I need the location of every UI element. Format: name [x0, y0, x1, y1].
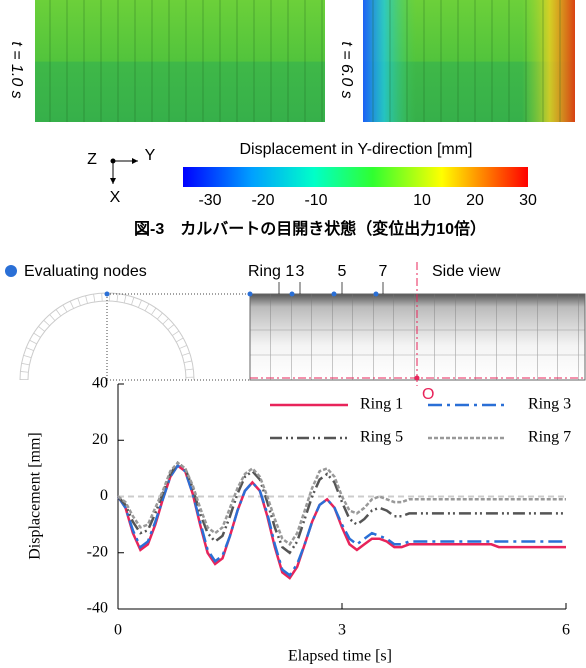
contour-seams: [363, 0, 575, 122]
arrow-head: [110, 178, 116, 184]
colorbar-gradient: [183, 167, 528, 187]
legend-label: Ring 1: [360, 396, 403, 413]
panel-label: t = 6.0 s: [338, 41, 355, 98]
legend-label: Ring 3: [528, 396, 571, 413]
x-tick-label: 3: [338, 622, 346, 639]
y-axis-label: Displacement [mm]: [27, 432, 44, 560]
colorbar-tick-label: 10: [413, 192, 431, 209]
arrow-head: [132, 158, 138, 164]
series-line: [118, 466, 566, 578]
caption: 図-3 カルバートの目開き状態（変位出力10倍）: [134, 219, 486, 238]
x-tick-label: 6: [562, 622, 570, 639]
colorbar: Displacement in Y-direction [mm] -30 -20 -…: [183, 141, 537, 209]
node: [374, 292, 379, 297]
axis-x: X: [110, 189, 121, 206]
x-axis-label: Elapsed time [s]: [288, 648, 392, 665]
colorbar-tick-label: 30: [519, 192, 537, 209]
y-tick-label: -20: [87, 543, 108, 560]
origin-label: O: [422, 386, 434, 403]
node-legend-marker: [5, 265, 17, 277]
node: [105, 292, 110, 297]
legend-label: Ring 7: [528, 429, 571, 446]
x-tick-label: 0: [114, 622, 122, 639]
node: [290, 292, 295, 297]
node: [248, 292, 253, 297]
ring-label: Ring 1: [248, 263, 294, 280]
ring-label: 7: [379, 263, 388, 280]
ring-label: 3: [296, 263, 305, 280]
legend-label: Ring 5: [360, 429, 403, 446]
axis-z: Z: [87, 151, 97, 168]
y-tick-label: 20: [92, 431, 108, 448]
y-tick-label: -40: [87, 600, 108, 617]
colorbar-tick-label: 20: [466, 192, 484, 209]
colorbar-tick-label: -10: [304, 192, 327, 209]
y-tick-label: 0: [100, 487, 108, 504]
contour-panels: t = 1.0 s t = 6.0 s: [8, 0, 575, 122]
colorbar-title: Displacement in Y-direction [mm]: [240, 141, 473, 158]
axes-icon: Z Y X: [87, 147, 156, 206]
side-view-label: Side view: [432, 263, 501, 280]
y-tick-label: 40: [92, 375, 108, 392]
line-chart: Displacement [mm] Elapsed time [s] -40 -2…: [27, 375, 571, 665]
series-line: [118, 466, 566, 576]
node-legend: Evaluating nodes: [24, 263, 147, 280]
node: [332, 292, 337, 297]
series-line: [118, 463, 566, 553]
axis-y: Y: [145, 147, 156, 164]
ring-label: 5: [338, 263, 347, 280]
colorbar-tick-label: -30: [198, 192, 221, 209]
panel-label: t = 1.0 s: [8, 41, 25, 98]
figure: t = 1.0 s t = 6.0 s Z Y X Displacement i…: [0, 0, 586, 668]
colorbar-tick-label: -20: [251, 192, 274, 209]
origin-point: [415, 376, 420, 381]
contour-seams: [35, 0, 325, 122]
